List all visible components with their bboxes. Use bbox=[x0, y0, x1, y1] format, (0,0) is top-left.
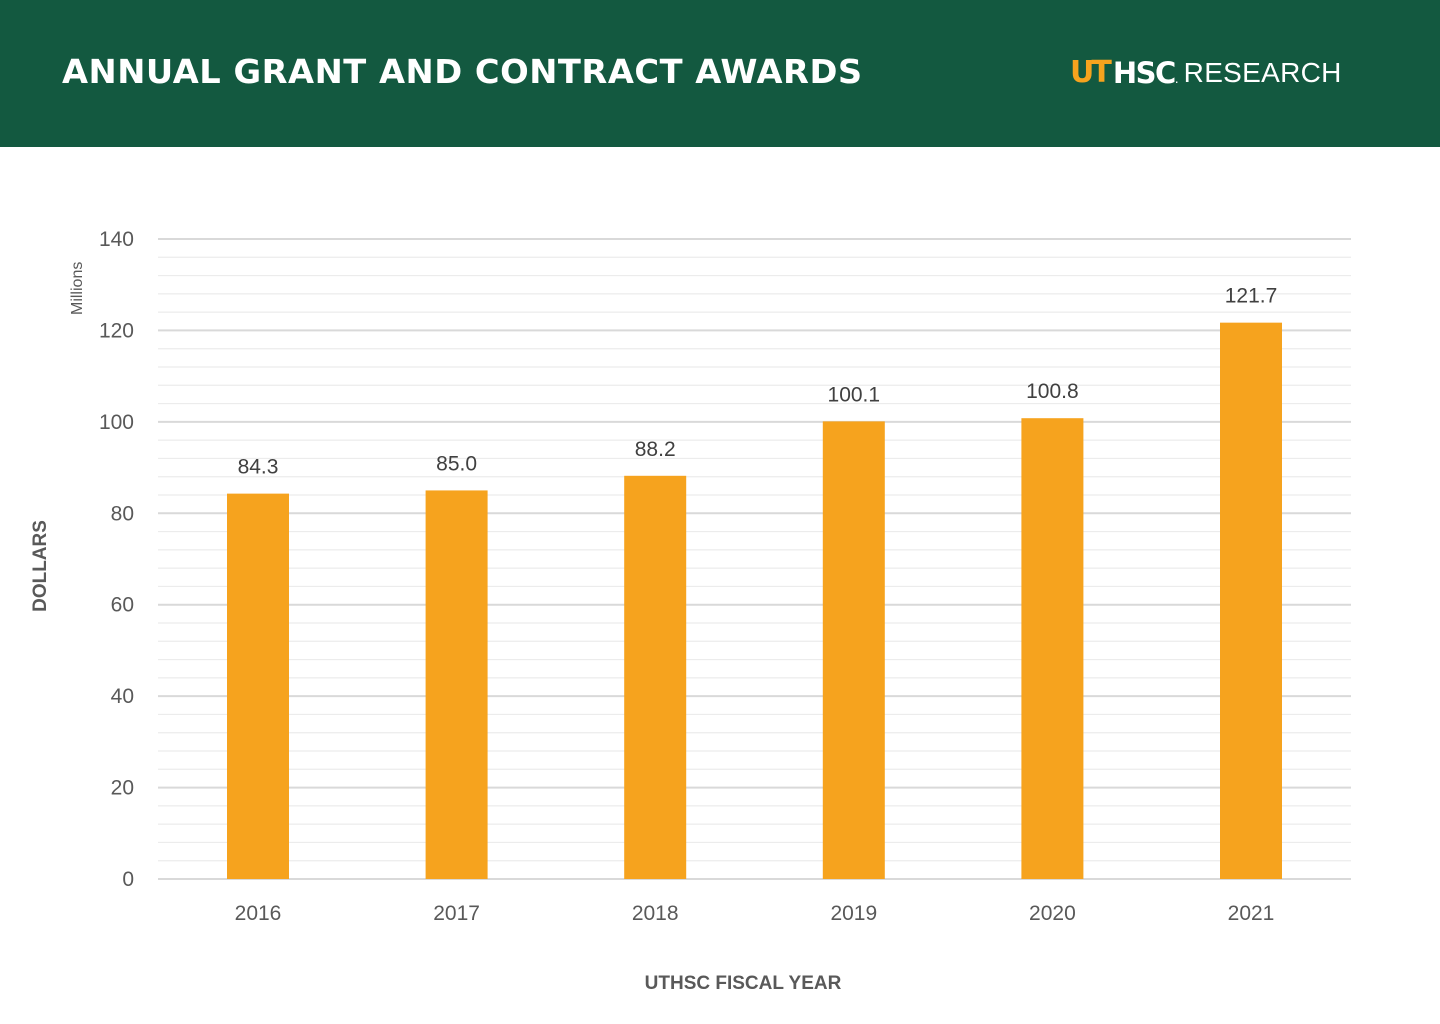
y-tick-label: 100 bbox=[99, 411, 134, 434]
y-units-label: Millions bbox=[69, 262, 86, 315]
x-axis-title: UTHSC FISCAL YEAR bbox=[645, 973, 842, 994]
y-tick-label: 40 bbox=[111, 685, 134, 708]
bar-2020 bbox=[1021, 418, 1084, 879]
y-tick-label: 140 bbox=[99, 228, 134, 251]
logo-hsc-text: HSC bbox=[1112, 56, 1176, 90]
page-title: ANNUAL GRANT AND CONTRACT AWARDS bbox=[62, 52, 863, 91]
y-tick-label: 20 bbox=[111, 777, 134, 800]
y-tick-label: 120 bbox=[99, 319, 134, 342]
bar-2021 bbox=[1220, 322, 1282, 879]
logo-research-text: RESEARCH bbox=[1183, 57, 1342, 88]
bars bbox=[227, 322, 1282, 879]
x-tick-label: 2021 bbox=[1228, 902, 1275, 925]
x-tick-label: 2016 bbox=[235, 902, 282, 925]
bar-2016 bbox=[227, 493, 289, 879]
y-axis-title: DOLLARS bbox=[30, 520, 51, 612]
data-label-2018: 88.2 bbox=[635, 438, 676, 461]
header-banner: ANNUAL GRANT AND CONTRACT AWARDS UT HSC … bbox=[0, 0, 1440, 147]
data-label-2020: 100.8 bbox=[1026, 380, 1079, 403]
x-tick-label: 2017 bbox=[433, 902, 480, 925]
y-axis-ticks: 0 20 40 60 80 100 120 140 bbox=[99, 228, 134, 891]
bar-2019 bbox=[822, 421, 885, 879]
uthsc-research-logo: UT HSC . RESEARCH bbox=[1070, 55, 1342, 91]
bar-2017 bbox=[425, 490, 488, 879]
data-label-2016: 84.3 bbox=[238, 456, 279, 479]
x-axis-ticks: 2016 2017 2018 2019 2020 2021 bbox=[235, 902, 1275, 925]
gridlines bbox=[158, 238, 1351, 880]
bar-2018 bbox=[624, 475, 687, 879]
data-label-2021: 121.7 bbox=[1225, 285, 1278, 308]
logo-ut-mark: UT bbox=[1070, 55, 1112, 90]
x-tick-label: 2018 bbox=[632, 902, 679, 925]
y-tick-label: 60 bbox=[111, 594, 134, 617]
y-tick-label: 80 bbox=[111, 502, 134, 525]
data-label-2019: 100.1 bbox=[828, 383, 881, 406]
bar-chart: 0 20 40 60 80 100 120 140 84.3 85.0 88.2 100.1 100.… bbox=[30, 228, 1351, 994]
data-labels: 84.3 85.0 88.2 100.1 100.8 121.7 bbox=[238, 285, 1278, 479]
logo-dot: . bbox=[1174, 70, 1179, 86]
x-tick-label: 2020 bbox=[1029, 902, 1076, 925]
data-label-2017: 85.0 bbox=[436, 452, 477, 475]
y-tick-label: 0 bbox=[122, 868, 134, 891]
x-tick-label: 2019 bbox=[830, 902, 877, 925]
